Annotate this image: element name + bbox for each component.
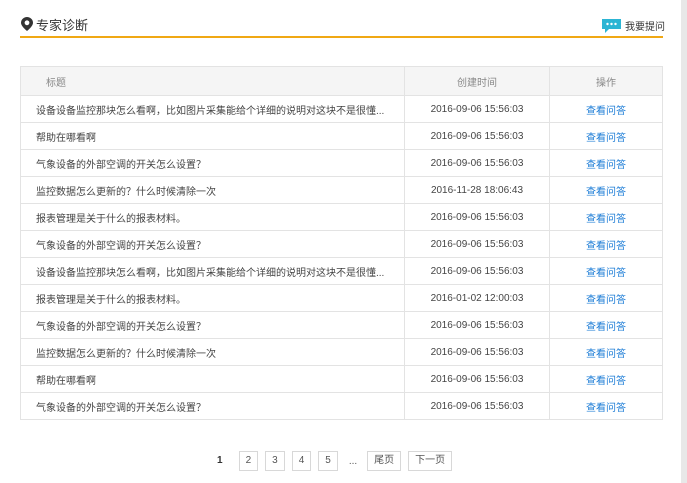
table-row: 气象设备的外部空调的开关怎么设置？ 2016-09-06 15:56:03 查看问答 [20,230,663,258]
page-number[interactable]: 3 [265,451,285,471]
page-number[interactable]: 4 [291,451,312,471]
created-time: 2016-09-06 15:56:03 [404,311,550,339]
header-icon [21,17,33,31]
table-body: 设备设备监控那块怎么看啊，比如图片采集能给个详细的说明对这块不是很懂... 201… [20,95,663,420]
table-row: 设备设备监控那块怎么看啊，比如图片采集能给个详细的说明对这块不是很懂... 201… [20,257,663,285]
view-link[interactable]: 查看问答 [549,95,663,123]
column-header: 创建时间 [404,66,550,96]
table-row: 气象设备的外部空调的开关怎么设置？ 2016-09-06 15:56:03 查看问答 [20,149,663,177]
table-row: 监控数据怎么更新的？什么时候清除一次 2016-09-06 15:56:03 查看问… [20,338,663,366]
created-time: 2016-09-06 15:56:03 [404,392,550,420]
table-row: 报表管理是关于什么的报表材料。 2016-01-02 12:00:03 查看问答 [20,284,663,312]
pagination: 1 2 3 4 5... 尾页 下一页 [210,451,459,471]
view-link[interactable]: 查看问答 [549,284,663,312]
view-link[interactable]: 查看问答 [549,311,663,339]
view-link[interactable]: 查看问答 [549,176,663,204]
view-link[interactable]: 查看问答 [549,203,663,231]
next-page[interactable]: 下一页 [408,451,453,471]
scrollbar [681,0,687,483]
view-link[interactable]: 查看问答 [549,149,663,177]
view-link[interactable]: 查看问答 [549,257,663,285]
last-page[interactable]: 尾页 [367,451,402,471]
view-link[interactable]: 查看问答 [549,230,663,258]
created-time: 2016-09-06 15:56:03 [404,257,550,285]
created-time: 2016-11-28 18:06:43 [404,176,550,204]
table-row: 气象设备的外部空调的开关怎么设置？ 2016-09-06 15:56:03 查看问答 [20,392,663,420]
ask-link[interactable]: 我要提问 [625,22,665,33]
page-number[interactable]: 2 [238,451,259,471]
question-title: 气象设备的外部空调的开关怎么设置？ [20,149,405,177]
question-table: 标题 创建时间 操作 设备设备监控那块怎么看啊，比如图片采集能给个详细的说明对这块不… [20,66,663,420]
created-time: 2016-01-02 12:00:03 [404,284,550,312]
column-header: 操作 [549,66,663,96]
question-title: 帮助在哪看啊 [20,122,405,150]
header-title: 专家诊断 [36,18,89,33]
view-link[interactable]: 查看问答 [549,392,663,420]
created-time: 2016-09-06 15:56:03 [404,122,550,150]
table-row: 报表管理是关于什么的报表材料。 2016-09-06 15:56:03 查看问答 [20,203,663,231]
ask-icon[interactable] [601,18,622,34]
table-row: 帮助在哪看啊 2016-09-06 15:56:03 查看问答 [20,365,663,393]
created-time: 2016-09-06 15:56:03 [404,95,550,123]
question-title: 气象设备的外部空调的开关怎么设置？ [20,230,405,258]
question-title: 设备设备监控那块怎么看啊，比如图片采集能给个详细的说明对这块不是很懂... [20,257,405,285]
question-title: 气象设备的外部空调的开关怎么设置？ [20,392,405,420]
column-header: 标题 [20,66,405,96]
created-time: 2016-09-06 15:56:03 [404,149,550,177]
created-time: 2016-09-06 15:56:03 [404,365,550,393]
view-link[interactable]: 查看问答 [549,338,663,366]
header-row: 标题 创建时间 操作 [20,66,663,96]
created-time: 2016-09-06 15:56:03 [404,338,550,366]
question-title: 帮助在哪看啊 [20,365,405,393]
table-row: 气象设备的外部空调的开关怎么设置？ 2016-09-06 15:56:03 查看问答 [20,311,663,339]
question-title: 报表管理是关于什么的报表材料。 [20,284,405,312]
question-title: 气象设备的外部空调的开关怎么设置？ [20,311,405,339]
question-title: 报表管理是关于什么的报表材料。 [20,203,405,231]
question-title: 监控数据怎么更新的？什么时候清除一次 [20,338,405,366]
ellipsis: ... [348,455,358,467]
page-number[interactable]: 1 [217,455,223,466]
view-link[interactable]: 查看问答 [549,122,663,150]
created-time: 2016-09-06 15:56:03 [404,230,550,258]
table-row: 监控数据怎么更新的？什么时候清除一次 2016-11-28 18:06:43 查看问… [20,176,663,204]
view-link[interactable]: 查看问答 [549,365,663,393]
page-number[interactable]: 5 [318,451,338,471]
table-row: 帮助在哪看啊 2016-09-06 15:56:03 查看问答 [20,122,663,150]
header-rule [20,36,663,38]
created-time: 2016-09-06 15:56:03 [404,203,550,231]
question-title: 监控数据怎么更新的？什么时候清除一次 [20,176,405,204]
table-row: 设备设备监控那块怎么看啊，比如图片采集能给个详细的说明对这块不是很懂... 201… [20,95,663,123]
question-title: 设备设备监控那块怎么看啊，比如图片采集能给个详细的说明对这块不是很懂... [20,95,405,123]
